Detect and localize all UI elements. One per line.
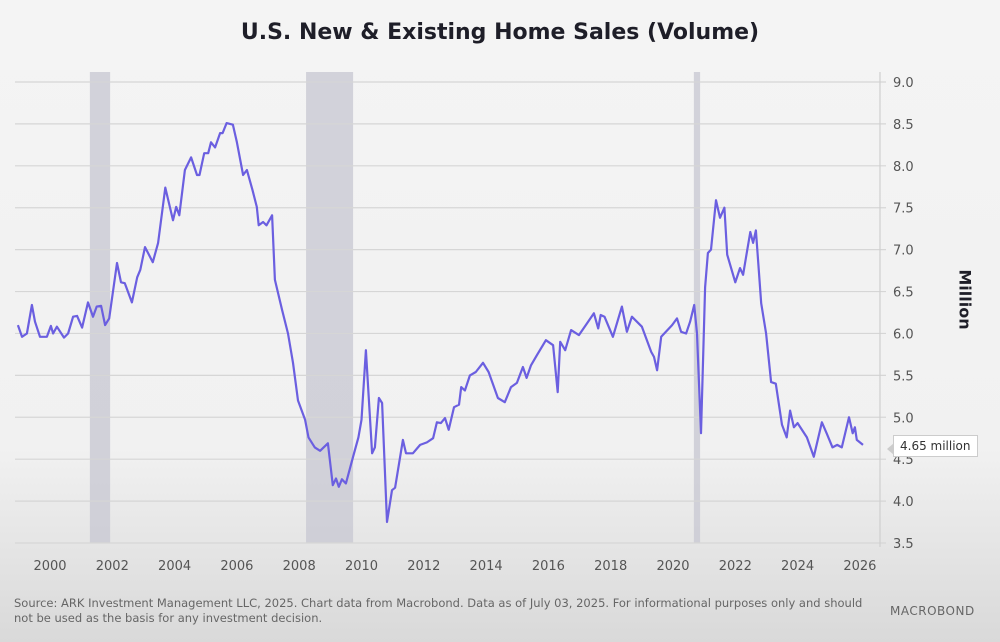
x-tick-label: 2018 xyxy=(594,559,627,574)
x-tick-label: 2000 xyxy=(33,559,66,574)
recession-band xyxy=(693,72,701,543)
x-tick-label: 2010 xyxy=(345,559,378,574)
y-tick-label: 5.5 xyxy=(893,369,914,384)
last-value-callout: 4.65 million xyxy=(887,435,978,457)
y-tick-label: 6.0 xyxy=(893,327,914,342)
recession-band xyxy=(306,72,354,543)
x-tick-label: 2004 xyxy=(158,559,191,574)
y-tick-label: 9.0 xyxy=(893,76,914,91)
y-tick-label: 4.0 xyxy=(893,495,914,510)
y-tick-label: 7.0 xyxy=(893,244,914,259)
x-tick-label: 2002 xyxy=(96,559,129,574)
source-note: Source: ARK Investment Management LLC, 2… xyxy=(14,596,863,625)
x-tick-label: 2022 xyxy=(719,559,752,574)
recession-band xyxy=(89,72,111,543)
x-tick-label: 2026 xyxy=(843,559,876,574)
x-tick-label: 2020 xyxy=(656,559,689,574)
y-tick-label: 8.0 xyxy=(893,160,914,175)
y-tick-label: 6.5 xyxy=(893,286,914,301)
x-tick-label: 2024 xyxy=(781,559,814,574)
y-tick-label: 7.5 xyxy=(893,202,914,217)
macrobond-logo: MACROBOND xyxy=(890,604,975,618)
y-tick-label: 8.5 xyxy=(893,118,914,133)
x-tick-label: 2014 xyxy=(470,559,503,574)
x-tick-label: 2012 xyxy=(407,559,440,574)
chart-title: U.S. New & Existing Home Sales (Volume) xyxy=(240,20,760,45)
y-tick-label: 5.0 xyxy=(893,411,914,426)
x-tick-label: 2016 xyxy=(532,559,565,574)
y-axis-label: Million xyxy=(955,269,975,330)
x-tick-label: 2008 xyxy=(283,559,316,574)
series-line xyxy=(16,122,864,524)
x-tick-label: 2006 xyxy=(220,559,253,574)
y-tick-label: 3.5 xyxy=(893,537,914,552)
